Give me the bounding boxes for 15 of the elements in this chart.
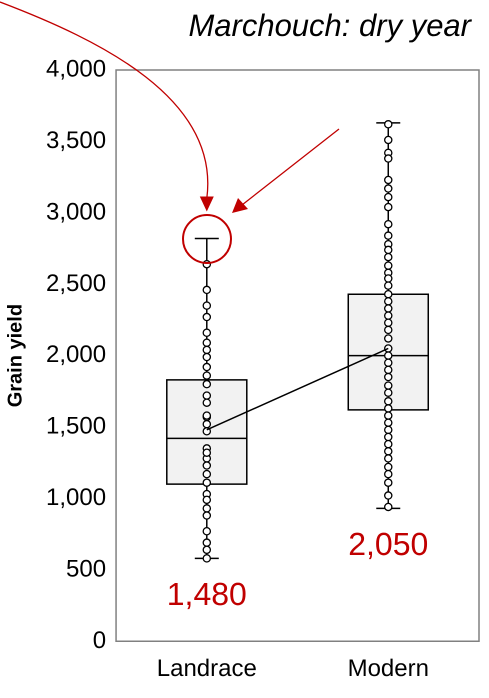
y-tick-label: 3,000 <box>46 198 106 226</box>
y-tick-label: 2,000 <box>46 341 106 368</box>
y-tick-label: 1,500 <box>46 412 106 440</box>
annotation: 2,050 <box>348 526 428 562</box>
y-axis-title: Grain yield <box>4 304 27 408</box>
y-tick-label: 4,000 <box>46 56 106 83</box>
y-tick-label: 2,500 <box>46 270 106 297</box>
x-tick-label: Landrace <box>156 655 257 682</box>
chart-title: Marchouch: dry year <box>188 8 471 44</box>
annotation: 1,480 <box>166 576 247 612</box>
x-tick-label: Modern <box>348 655 429 682</box>
y-tick-label: 0 <box>92 626 106 654</box>
y-tick-label: 1,000 <box>46 484 106 512</box>
y-tick-label: 500 <box>66 555 106 582</box>
y-tick-label: 3,500 <box>46 127 106 154</box>
